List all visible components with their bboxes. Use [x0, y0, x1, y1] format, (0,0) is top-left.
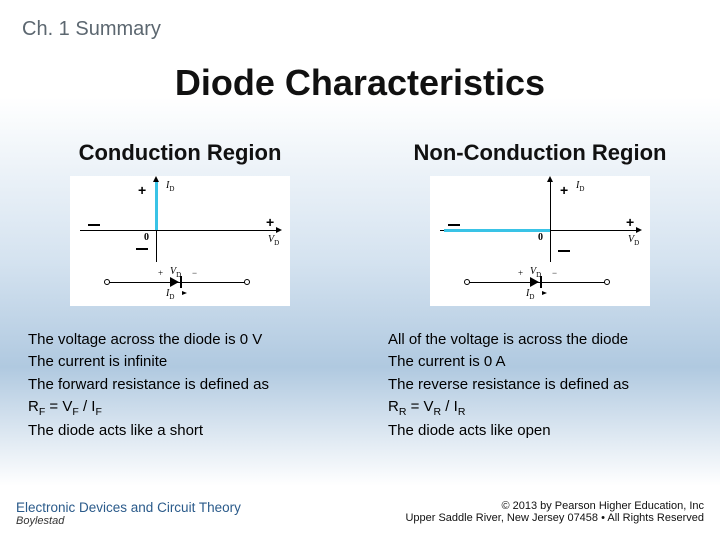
- y-minus: [136, 248, 148, 250]
- diode-i-arrow: [542, 291, 547, 295]
- footer-right: © 2013 by Pearson Higher Education, Inc …: [405, 500, 704, 524]
- diode-v-sub: D: [536, 271, 541, 279]
- y-plus: +: [138, 182, 146, 198]
- bullet: The voltage across the diode is 0 V: [28, 330, 332, 350]
- x-label-sub: D: [634, 239, 639, 247]
- footer-left: Electronic Devices and Circuit Theory Bo…: [16, 500, 241, 527]
- left-column: Conduction Region + 0 ID VD +: [0, 140, 360, 443]
- diode-minus: −: [552, 268, 557, 278]
- x-plus: +: [266, 214, 274, 230]
- bullet: The current is 0 A: [388, 352, 692, 372]
- y-minus: [558, 250, 570, 252]
- x-label-sub: D: [274, 239, 279, 247]
- origin-label: 0: [538, 232, 543, 243]
- ideal-line: [155, 182, 158, 230]
- y-label-sub: D: [169, 185, 174, 193]
- bullet: The current is infinite: [28, 352, 332, 372]
- diode-plus: +: [158, 268, 163, 278]
- bullet: The diode acts like open: [388, 421, 692, 441]
- bullet: RF = VF / IF: [28, 397, 332, 419]
- footer-address: Upper Saddle River, New Jersey 07458 • A…: [405, 512, 704, 524]
- bullet: The reverse resistance is defined as: [388, 375, 692, 395]
- diode-i-sub: D: [169, 293, 174, 301]
- bullet: The forward resistance is defined as: [28, 375, 332, 395]
- footer-copyright: © 2013 by Pearson Higher Education, Inc: [405, 500, 704, 512]
- diode-v-label: VD: [530, 266, 541, 279]
- diode-i-label: ID: [526, 288, 534, 301]
- diode-i-sub: D: [529, 293, 534, 301]
- diode-i-arrow: [182, 291, 187, 295]
- y-label: ID: [576, 180, 584, 193]
- y-axis-arrow: [547, 176, 553, 182]
- y-plus: +: [560, 182, 568, 198]
- footer-author: Boylestad: [16, 515, 241, 527]
- terminal-right: [604, 279, 610, 285]
- bullet: RR = VR / IR: [388, 397, 692, 419]
- right-diagram: + 0 ID VD + + − VD ID: [430, 176, 650, 306]
- footer-book-title: Electronic Devices and Circuit Theory: [16, 500, 241, 515]
- x-minus: [448, 224, 460, 226]
- diode-minus: −: [192, 268, 197, 278]
- x-axis: [80, 230, 276, 231]
- x-plus: +: [626, 214, 634, 230]
- terminal-left: [464, 279, 470, 285]
- right-heading: Non-Conduction Region: [388, 140, 692, 166]
- bullet: All of the voltage is across the diode: [388, 330, 692, 350]
- terminal-left: [104, 279, 110, 285]
- y-axis: [550, 182, 551, 262]
- x-axis-arrow: [276, 227, 282, 233]
- diode-plus: +: [518, 268, 523, 278]
- x-axis-arrow: [636, 227, 642, 233]
- right-bullets: All of the voltage is across the diode T…: [388, 330, 692, 441]
- left-heading: Conduction Region: [28, 140, 332, 166]
- page-title: Diode Characteristics: [0, 62, 720, 104]
- bullet: The diode acts like a short: [28, 421, 332, 441]
- y-label-sub: D: [579, 185, 584, 193]
- ideal-line: [444, 229, 550, 232]
- y-label: ID: [166, 180, 174, 193]
- columns: Conduction Region + 0 ID VD +: [0, 140, 720, 443]
- diode-i-label: ID: [166, 288, 174, 301]
- left-diagram: + 0 ID VD + + − VD ID: [70, 176, 290, 306]
- x-minus-dup: [88, 224, 100, 226]
- chapter-label: Ch. 1 Summary: [22, 18, 161, 41]
- x-label: VD: [268, 234, 279, 247]
- footer: Electronic Devices and Circuit Theory Bo…: [0, 496, 720, 540]
- diode-v-label: VD: [170, 266, 181, 279]
- left-bullets: The voltage across the diode is 0 V The …: [28, 330, 332, 441]
- right-column: Non-Conduction Region + 0 ID VD +: [360, 140, 720, 443]
- origin-label: 0: [144, 232, 149, 243]
- diode-v-sub: D: [176, 271, 181, 279]
- terminal-right: [244, 279, 250, 285]
- x-label: VD: [628, 234, 639, 247]
